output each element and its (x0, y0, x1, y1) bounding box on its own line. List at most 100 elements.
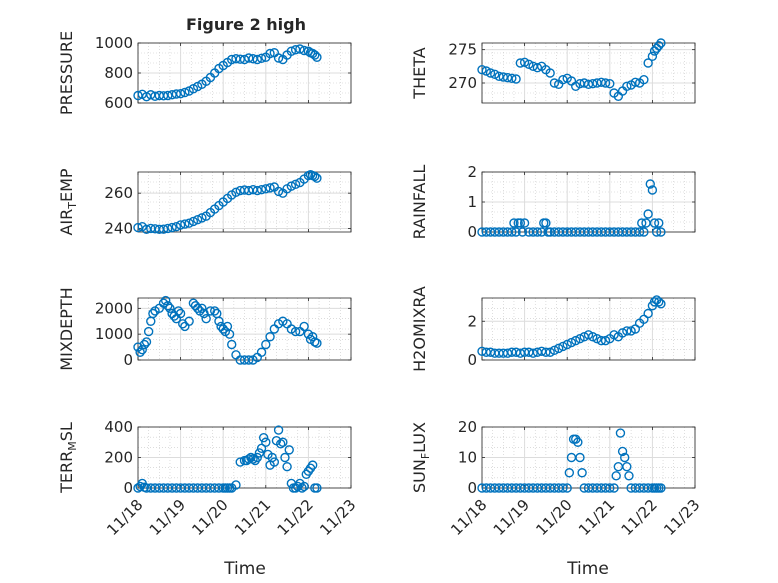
data-point (656, 38, 666, 48)
data-point (617, 328, 628, 338)
data-point (649, 297, 660, 307)
data-point (502, 72, 513, 83)
data-point (137, 344, 147, 355)
y-tick-label: 200 (104, 449, 133, 467)
data-point (600, 335, 611, 346)
data-point (224, 329, 235, 339)
data-point (549, 345, 560, 356)
data-point (197, 213, 207, 223)
x-axis-label-left: Time (223, 559, 266, 579)
data-point (532, 227, 543, 237)
y-tick-label: 1 (467, 193, 477, 211)
data-point (231, 187, 241, 197)
y-tick-label: 240 (104, 219, 133, 237)
y-axis-label: TERRMSL (57, 422, 79, 494)
data-point (649, 218, 660, 228)
data-point (630, 77, 641, 88)
data-point (201, 313, 211, 324)
data-point (477, 64, 487, 75)
data-point (575, 333, 585, 344)
data-point (312, 483, 322, 493)
data-point (141, 337, 152, 347)
data-point (596, 335, 606, 346)
data-point (615, 428, 626, 438)
data-point (299, 481, 309, 492)
data-point (622, 326, 632, 336)
y-tick-label: 400 (104, 418, 133, 436)
data-point (511, 227, 521, 237)
axes-box (481, 297, 696, 361)
data-point (541, 218, 551, 228)
data-point (286, 181, 297, 191)
data-point (517, 227, 528, 237)
data-point (312, 338, 322, 348)
data-point (656, 483, 666, 493)
data-point (184, 218, 194, 228)
data-point (651, 227, 662, 237)
data-point (519, 218, 530, 228)
axes-box (137, 171, 352, 233)
data-point (133, 222, 143, 233)
series-markers (133, 425, 322, 493)
data-point (139, 339, 150, 350)
x-tick-label: 11/21 (231, 496, 274, 539)
data-point (620, 452, 630, 463)
data-point (605, 78, 615, 89)
data-point (244, 454, 254, 464)
x-tick-label: 11/21 (575, 496, 618, 539)
data-point (532, 62, 543, 73)
data-point (197, 303, 207, 314)
data-point (583, 79, 594, 90)
data-point (261, 437, 271, 447)
y-axis-label: PRESSURE (57, 31, 76, 115)
data-point (573, 437, 583, 447)
y-axis-label: H2OMIXRA (410, 286, 429, 372)
data-point (273, 53, 284, 63)
data-point (312, 173, 322, 183)
data-point (507, 227, 517, 237)
data-point (184, 316, 194, 326)
y-tick-label: 1000 (95, 34, 133, 52)
minor-grid (481, 43, 696, 103)
data-point (163, 223, 173, 234)
data-point (622, 461, 632, 472)
series-markers (133, 44, 322, 102)
y-axis-label: AIRTEMP (57, 168, 79, 235)
data-point (171, 222, 182, 232)
data-point (261, 339, 271, 350)
data-point (643, 58, 653, 68)
data-point (252, 185, 262, 196)
data-point (307, 332, 318, 342)
series-markers (477, 428, 666, 493)
data-point (571, 335, 581, 346)
data-point (545, 68, 555, 78)
data-point (564, 468, 575, 478)
data-point (276, 439, 286, 449)
data-point (583, 330, 594, 340)
data-point (290, 179, 301, 190)
y-tick-label: 1000 (95, 325, 133, 343)
data-point (310, 50, 320, 60)
subplot-terr-msl: 0 200 400 11/18 11/19 11/20 11/21 11/22 11/23 TER… (57, 418, 359, 539)
major-grid (137, 172, 352, 232)
data-point (654, 218, 664, 228)
data-point (160, 295, 171, 306)
data-point (280, 452, 290, 463)
data-point (148, 308, 158, 319)
y-tick-label: 0 (123, 479, 133, 497)
data-point (231, 480, 241, 490)
y-tick-label: 2000 (95, 299, 133, 317)
x-tick-label: 11/19 (146, 496, 189, 539)
data-point (278, 437, 288, 447)
data-point (282, 461, 292, 472)
figure-title: Figure 2 high (186, 15, 306, 34)
data-point (265, 332, 275, 342)
data-point (173, 306, 184, 316)
data-point (637, 218, 647, 228)
data-point (611, 471, 621, 481)
data-point (295, 44, 305, 54)
x-axis-label-right: Time (566, 559, 609, 579)
data-point (511, 74, 521, 84)
